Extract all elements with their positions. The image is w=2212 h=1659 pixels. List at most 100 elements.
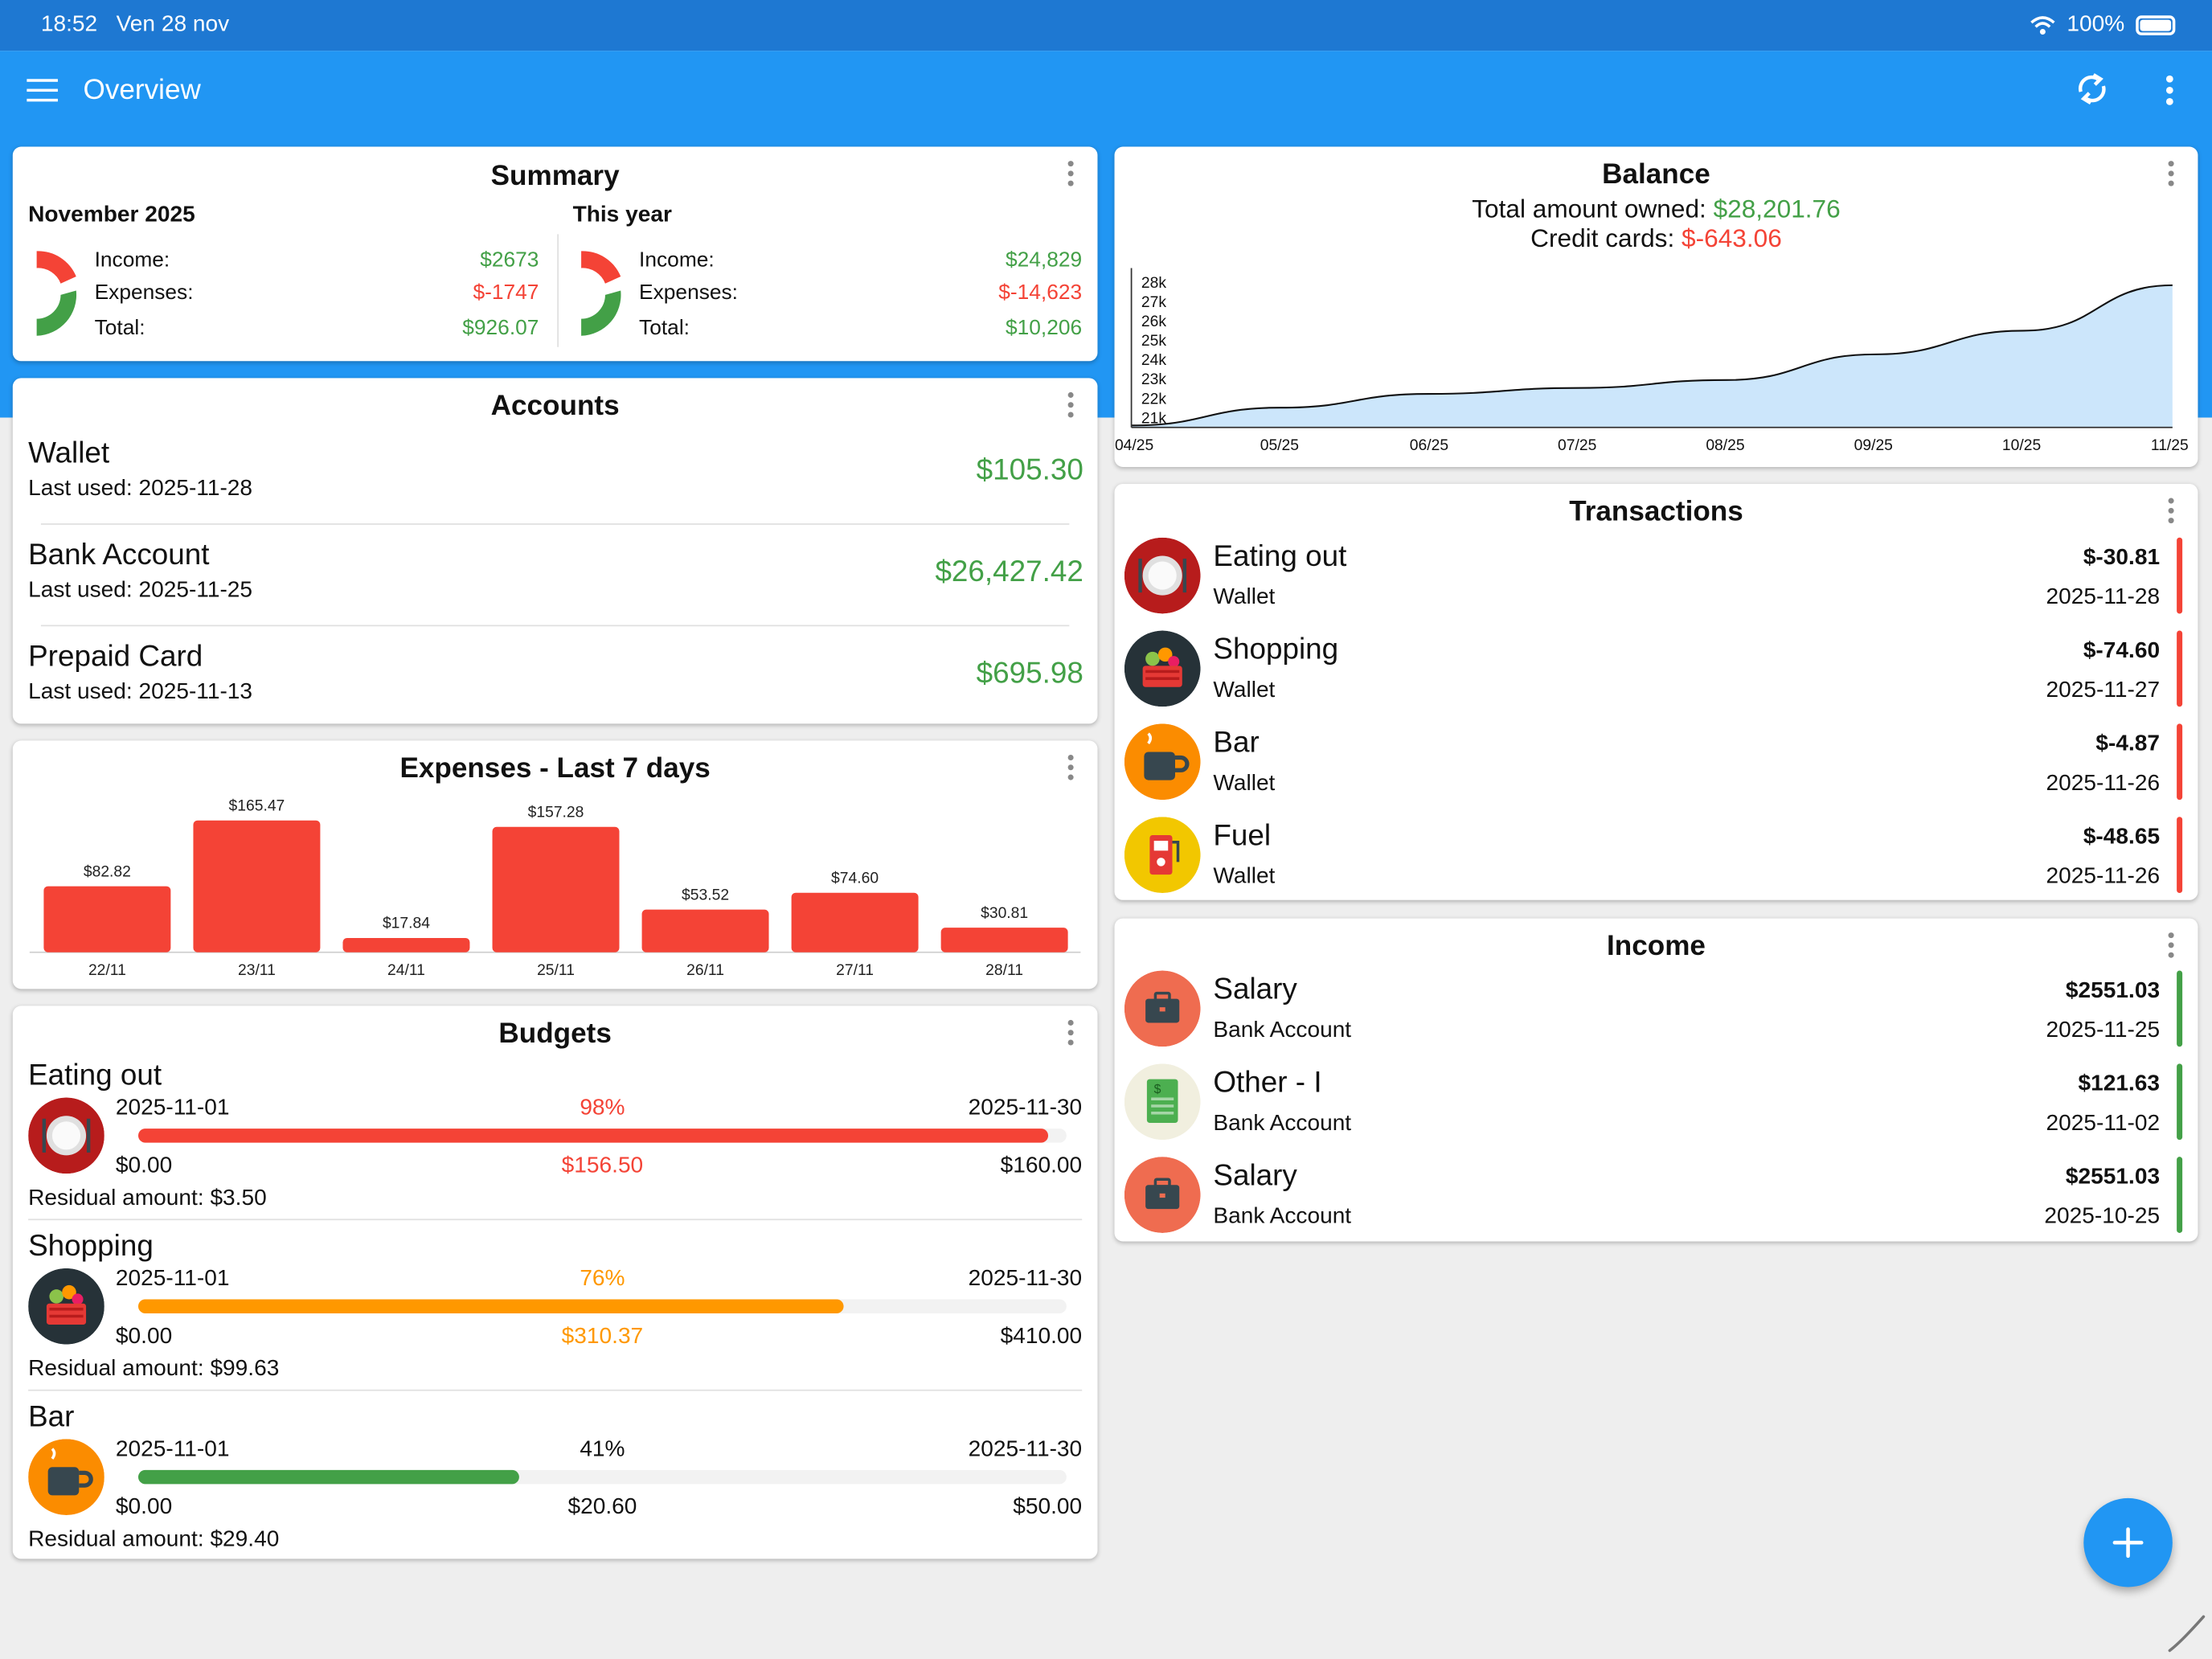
budget-percent: 41% <box>580 1437 625 1462</box>
x-tick-label: 07/25 <box>1558 437 1596 454</box>
budget-progress-fill <box>137 1129 1048 1143</box>
menu-icon[interactable] <box>27 79 58 102</box>
plate-icon <box>1124 537 1201 614</box>
budget-max: $410.00 <box>1000 1325 1083 1349</box>
plate-icon <box>28 1097 104 1174</box>
budgets-card: Budgets Eating out 2025-11-01 98% 2025-11-3… <box>12 1006 1098 1559</box>
status-bar: 18:52 Ven 28 nov 100% <box>0 0 2212 51</box>
transactions-title: Transactions <box>1569 496 1743 528</box>
row-account: Wallet <box>1213 585 1276 610</box>
summary-card: Summary November 2025 Income: $2673 Expe… <box>12 146 1098 362</box>
balance-line <box>1131 284 2173 427</box>
row-color-strip <box>2177 1063 2183 1141</box>
y-tick-label: 27k <box>1141 294 1166 311</box>
bar-value-label: $157.28 <box>528 805 584 821</box>
expense-bar[interactable] <box>641 909 769 952</box>
expense-bar[interactable] <box>791 892 919 952</box>
accounts-more-icon[interactable] <box>1065 391 1076 420</box>
row-title: Eating out <box>1213 540 1347 573</box>
row-amount: $2551.03 <box>2065 1165 2161 1190</box>
briefcase-icon <box>1124 1157 1201 1233</box>
balance-area-chart: 28k 27k 26k 25k 24k 23k 22k 21k 04/25 05/25 06/25 0… <box>1115 268 2189 454</box>
bar-category-label: 24/11 <box>387 962 425 979</box>
expense-bar[interactable] <box>940 928 1068 952</box>
add-transaction-button[interactable] <box>2083 1497 2173 1587</box>
bar-category-label: 27/11 <box>836 962 874 979</box>
x-tick-label: 08/25 <box>1706 437 1744 454</box>
balance-owned: Total amount owned: $28,201.76 <box>1472 195 1841 223</box>
y-tick-label: 23k <box>1141 371 1166 388</box>
row-amount: $-48.65 <box>2083 825 2161 850</box>
expenses-card: Expenses - Last 7 days $82.82 22/11 $165.4… <box>12 740 1098 989</box>
svg-text:$: $ <box>1154 1083 1161 1096</box>
balance-title: Balance <box>1602 159 1710 190</box>
row-date: 2025-11-26 <box>2046 864 2161 889</box>
balance-more-icon[interactable] <box>2165 161 2177 189</box>
plus-icon <box>2112 1527 2144 1559</box>
cup-icon <box>1124 723 1201 801</box>
year-donut-icon <box>581 251 621 336</box>
expense-bar[interactable] <box>193 820 321 952</box>
budgets-more-icon[interactable] <box>1065 1019 1076 1048</box>
row-title: Salary <box>1213 973 1297 1006</box>
income-more-icon[interactable] <box>2165 932 2177 961</box>
row-date: 2025-10-25 <box>2044 1204 2161 1229</box>
x-tick-label: 11/25 <box>2151 437 2189 454</box>
expense-bar[interactable] <box>492 826 620 952</box>
row-title: Shopping <box>1213 633 1339 666</box>
expense-bar[interactable] <box>342 938 470 952</box>
row-date: 2025-11-26 <box>2046 772 2161 796</box>
bar-value-label: $74.60 <box>831 870 879 887</box>
expenses-more-icon[interactable] <box>1065 754 1076 783</box>
balance-area <box>1131 285 2173 428</box>
year-expenses: $-14,623 <box>998 281 1083 305</box>
budget-start: 2025-11-01 <box>115 1267 230 1291</box>
summary-month-heading: November 2025 <box>28 203 195 227</box>
balance-card: Balance Total amount owned: $28,201.76 C… <box>1114 146 2198 467</box>
row-color-strip <box>2177 817 2183 893</box>
budget-start: 2025-11-01 <box>115 1096 230 1120</box>
bar-value-label: $17.84 <box>383 916 430 932</box>
summary-divider <box>557 234 559 347</box>
row-color-strip <box>2177 537 2183 614</box>
row-account: Bank Account <box>1213 1112 1352 1136</box>
row-title: Salary <box>1213 1159 1297 1193</box>
y-tick-label: 28k <box>1141 275 1166 292</box>
sync-icon[interactable] <box>2074 71 2111 108</box>
row-account: Bank Account <box>1213 1018 1352 1043</box>
transactions-more-icon[interactable] <box>2165 498 2177 526</box>
more-vert-icon[interactable] <box>2156 73 2184 107</box>
document-icon: $ <box>1124 1063 1201 1141</box>
budget-end: 2025-11-30 <box>968 1267 1083 1291</box>
balance-credit: Credit cards: $-643.06 <box>1530 224 1782 253</box>
budget-name: Shopping <box>28 1230 154 1263</box>
row-amount: $-74.60 <box>2083 639 2161 663</box>
y-tick-label: 21k <box>1141 410 1166 427</box>
summary-more-icon[interactable] <box>1065 161 1076 189</box>
row-title: Other - I <box>1213 1066 1322 1100</box>
row-account: Wallet <box>1213 772 1276 796</box>
resize-handle-icon <box>2168 1615 2206 1653</box>
status-time: 18:52 Ven 28 nov <box>40 12 230 37</box>
row-title: Fuel <box>1213 819 1272 853</box>
y-tick-label: 25k <box>1141 333 1166 350</box>
expense-bar[interactable] <box>43 886 171 952</box>
budget-start: 2025-11-01 <box>115 1437 230 1462</box>
income-title: Income <box>1607 931 1706 962</box>
month-donut-icon <box>36 251 77 336</box>
budget-spent: $20.60 <box>567 1495 637 1520</box>
budget-min: $0.00 <box>115 1153 173 1178</box>
month-income: $2673 <box>480 248 539 272</box>
budget-residual: Residual amount: $99.63 <box>28 1357 280 1382</box>
transactions-card: Transactions Eating out Wallet $-30.81 2025… <box>1114 483 2198 900</box>
budget-end: 2025-11-30 <box>968 1437 1083 1462</box>
budgets-title: Budgets <box>498 1018 612 1050</box>
month-total: $926.07 <box>462 316 539 340</box>
bar-value-label: $53.52 <box>682 887 729 903</box>
x-tick-label: 10/25 <box>2002 437 2041 454</box>
budget-spent: $156.50 <box>561 1153 644 1178</box>
budget-residual: Residual amount: $3.50 <box>28 1186 267 1210</box>
expenses-title: Expenses - Last 7 days <box>399 753 711 784</box>
row-amount: $-4.87 <box>2095 731 2161 756</box>
row-date: 2025-11-25 <box>2046 1018 2161 1043</box>
